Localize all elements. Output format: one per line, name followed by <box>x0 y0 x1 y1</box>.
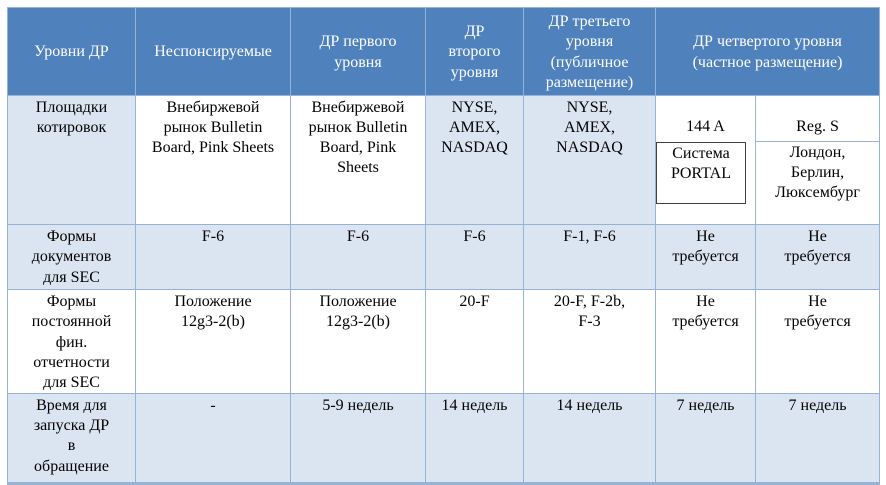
data-cell: F-6 <box>135 224 291 291</box>
data-cell: Не требуется <box>754 289 881 395</box>
data-cell: 7 недель <box>754 393 881 485</box>
header-cell-levels: Уровни ДР <box>7 7 136 96</box>
split-cell-144a: 144 A Система PORTAL <box>655 94 756 226</box>
row-label-cell: Площадки котировок <box>7 94 136 226</box>
data-cell: 14 недель <box>523 393 656 485</box>
table-row-sec-reporting-forms: Формы постоянной фин. отчетности для SEC… <box>7 289 881 395</box>
row-label-cell: Формы документов для SEC <box>7 224 136 291</box>
header-cell-unsponsored: Неспонсируемые <box>135 7 291 96</box>
data-cell: 5-9 недель <box>290 393 426 485</box>
data-cell: Не требуется <box>754 224 881 291</box>
data-cell: F-6 <box>425 224 524 291</box>
table-header-row: Уровни ДР Неспонсируемые ДР первого уров… <box>7 7 881 96</box>
dr-levels-table: Уровни ДР Неспонсируемые ДР первого уров… <box>7 7 881 485</box>
header-cell-level-3: ДР третьего уровня (публичное размещение… <box>523 7 656 96</box>
row-label-cell: Формы постоянной фин. отчетности для SEC <box>7 289 136 395</box>
data-cell: 20-F <box>425 289 524 395</box>
data-cell: F-6 <box>290 224 426 291</box>
split-cell-top-reg-s: Reg. S <box>756 116 879 143</box>
table-row-listing-venues: Площадки котировок Внебиржевой рынок Bul… <box>7 94 881 226</box>
data-cell: Внебиржевой рынок Bulletin Board, Pink S… <box>290 94 426 226</box>
data-cell: NYSE, AMEX, NASDAQ <box>425 94 524 226</box>
data-cell: NYSE, AMEX, NASDAQ <box>523 94 656 226</box>
portal-system-box: Система PORTAL <box>656 142 746 205</box>
data-cell: 7 недель <box>655 393 756 485</box>
split-cell-bottom-cities: Лондон, Берлин, Люксембург <box>756 142 879 205</box>
header-cell-level-2: ДР второго уровня <box>425 7 524 96</box>
data-cell: 20-F, F-2b, F-3 <box>523 289 656 395</box>
row-label-cell: Время для запуска ДР в обращение <box>7 393 136 485</box>
split-cell-reg-s: Reg. S Лондон, Берлин, Люксембург <box>754 94 881 226</box>
table-row-sec-document-forms: Формы документов для SEC F-6 F-6 F-6 F-1… <box>7 224 881 291</box>
header-cell-level-4: ДР четвертого уровня (частное размещение… <box>654 7 881 96</box>
data-cell: F-1, F-6 <box>523 224 656 291</box>
data-cell: Не требуется <box>655 289 756 395</box>
split-cell-top-144a: 144 A <box>686 118 725 136</box>
header-cell-level-1: ДР первого уровня <box>290 7 426 96</box>
data-cell: 14 недель <box>425 393 524 485</box>
data-cell: Внебиржевой рынок Bulletin Board, Pink S… <box>135 94 291 226</box>
data-cell: Положение 12g3-2(b) <box>290 289 426 395</box>
data-cell: - <box>135 393 291 485</box>
data-cell: Положение 12g3-2(b) <box>135 289 291 395</box>
data-cell: Не требуется <box>655 224 756 291</box>
table-row-launch-time: Время для запуска ДР в обращение - 5-9 н… <box>7 393 881 485</box>
